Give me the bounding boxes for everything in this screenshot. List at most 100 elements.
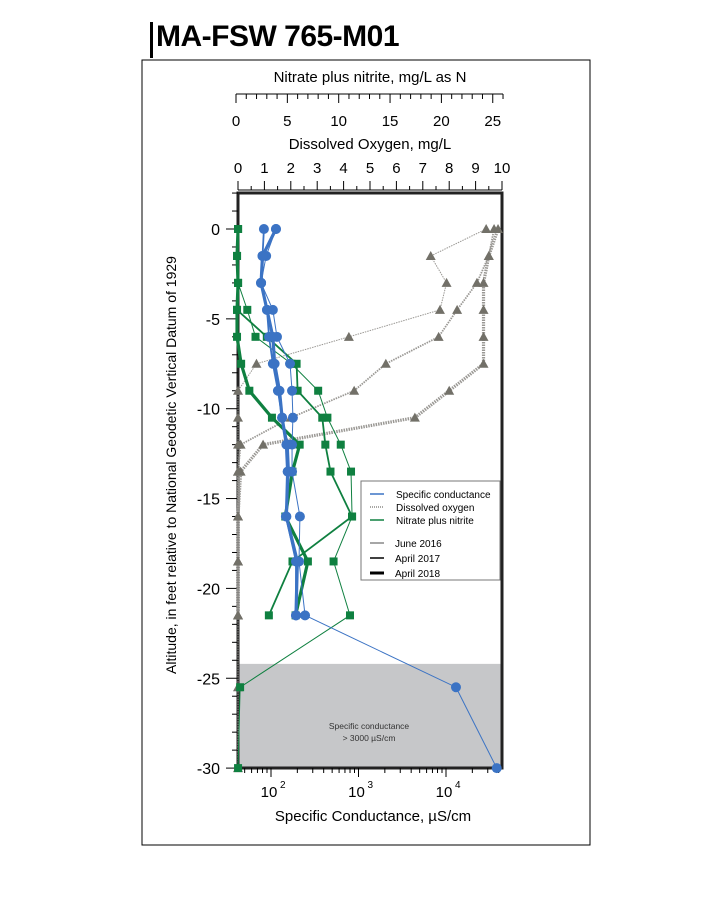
oxygen-point (478, 304, 489, 314)
conductance-point (292, 556, 303, 567)
nitrate-point (293, 386, 302, 395)
conductance-point (287, 412, 298, 423)
conductance-tick-exponent: 3 (368, 780, 374, 791)
page-title: MA-FSW 765-M01 (156, 20, 400, 53)
y-tick-label: -5 (206, 312, 220, 329)
nitrate-point (237, 359, 246, 368)
nitrate-axis-label: Nitrate plus nitrite, mg/L as N (274, 69, 467, 86)
conductance-point (491, 763, 502, 774)
nitrate-point (234, 278, 243, 287)
oxygen-point (483, 250, 494, 260)
oxygen-tick-label: 7 (419, 160, 427, 177)
series-specific-conductance-april-2018 (256, 224, 303, 621)
nitrate-point (233, 251, 242, 260)
oxygen-tick-label: 2 (287, 160, 295, 177)
conductance-point (281, 511, 292, 522)
oxygen-point (441, 277, 452, 287)
nitrate-tick-label: 20 (433, 113, 450, 130)
title-bar (150, 22, 153, 58)
oxygen-point (433, 331, 444, 341)
nitrate-tick-label: 0 (232, 113, 240, 130)
series-dissolved-oxygen-april-2018 (233, 224, 504, 620)
oxygen-point (478, 331, 489, 341)
y-tick-label: -30 (197, 761, 220, 778)
nitrate-tick-label: 15 (382, 113, 399, 130)
conductance-tick-exponent: 2 (280, 780, 286, 791)
conductance-axis-label: Specific Conductance, µS/cm (275, 808, 471, 825)
y-axis-label: Altitude, in feet relative to National G… (163, 256, 179, 674)
conductance-tick-label: 10 (261, 784, 278, 801)
legend: Specific conductance Dissolved oxygen Ni… (360, 480, 501, 581)
nitrate-tick-label: 25 (484, 113, 501, 130)
conductance-point (269, 358, 280, 369)
nitrate-point (236, 683, 245, 692)
oxygen-point (235, 466, 246, 476)
oxygen-tick-label: 6 (392, 160, 400, 177)
conductance-point (258, 224, 269, 234)
conductance-point (261, 304, 272, 315)
legend-label-april-2017: April 2017 (395, 554, 440, 565)
oxygen-point (349, 385, 360, 395)
conductance-point (287, 385, 298, 396)
shaded-label-line2: > 3000 µS/cm (343, 733, 396, 743)
nitrate-point (292, 359, 301, 368)
oxygen-tick-label: 4 (339, 160, 347, 177)
oxygen-point (233, 511, 243, 521)
figure-frame (141, 59, 591, 846)
nitrate-point (245, 386, 254, 395)
nitrate-point (295, 440, 304, 449)
nitrate-point (251, 332, 260, 341)
shaded-label-line1: Specific conductance (329, 721, 410, 731)
oxygen-point (235, 439, 246, 449)
nitrate-point (243, 305, 252, 314)
oxygen-axis-label: Dissolved Oxygen, mg/L (289, 136, 452, 153)
legend-label-oxygen: Dissolved oxygen (396, 503, 474, 514)
oxygen-point (444, 385, 455, 395)
oxygen-point (258, 439, 269, 449)
nitrate-point (267, 413, 276, 422)
y-tick-label: -10 (197, 402, 220, 419)
conductance-point (277, 412, 288, 423)
nitrate-point (321, 440, 330, 449)
conductance-tick-label: 10 (436, 784, 453, 801)
conductance-point (256, 277, 267, 288)
conductance-point (300, 610, 311, 621)
legend-label-nitrate: Nitrate plus nitrite (396, 516, 474, 527)
oxygen-point (478, 277, 489, 287)
oxygen-point (343, 331, 354, 341)
nitrate-point (314, 386, 323, 395)
nitrate-point (326, 467, 335, 476)
legend-box (360, 480, 501, 581)
oxygen-point (233, 385, 243, 395)
conductance-point (450, 682, 461, 693)
nitrate-point (303, 557, 312, 566)
oxygen-point (409, 412, 420, 422)
conductance-tick-exponent: 4 (455, 780, 461, 791)
conductance-point (257, 250, 268, 261)
conductance-point (274, 385, 285, 396)
oxygen-point (251, 358, 262, 368)
nitrate-point (234, 764, 243, 773)
nitrate-point (345, 611, 354, 620)
oxygen-tick-label: 10 (494, 160, 511, 177)
conductance-point (282, 466, 293, 477)
oxygen-point (471, 277, 482, 287)
conductance-point (267, 331, 278, 342)
oxygen-point (452, 304, 463, 314)
conductance-point (270, 224, 281, 234)
nitrate-point (264, 611, 273, 620)
nitrate-point (323, 413, 332, 422)
oxygen-point (425, 250, 436, 260)
shaded-region (238, 663, 502, 769)
oxygen-tick-label: 0 (234, 160, 242, 177)
y-tick-label: -20 (197, 581, 220, 598)
legend-label-june-2016: June 2016 (395, 539, 442, 550)
conductance-point (294, 511, 305, 522)
nitrate-point (336, 440, 345, 449)
oxygen-point (233, 556, 243, 566)
oxygen-point (478, 358, 489, 368)
legend-label-conductance: Specific conductance (396, 490, 491, 501)
conductance-point (281, 439, 292, 450)
